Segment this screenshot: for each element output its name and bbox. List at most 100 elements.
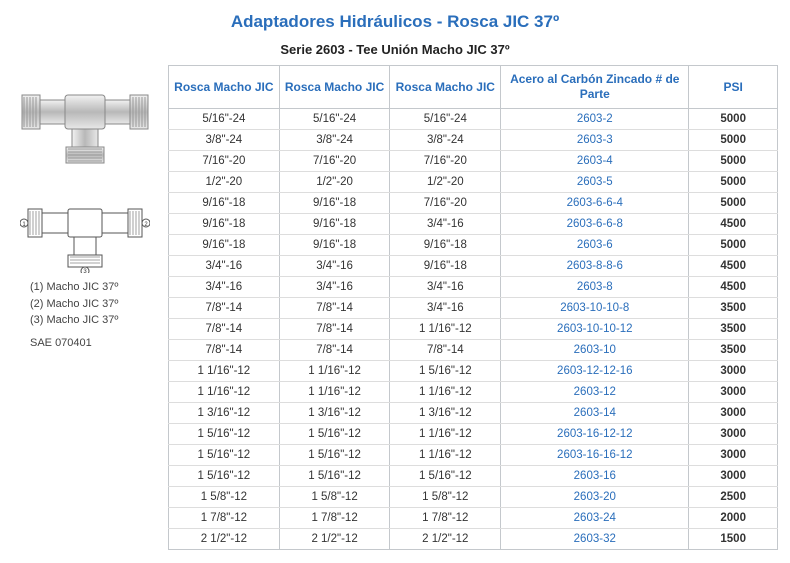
cell-thread: 1 5/8"-12 bbox=[279, 487, 390, 508]
cell-part: 2603-5 bbox=[501, 172, 689, 193]
page-subtitle: Serie 2603 - Tee Unión Macho JIC 37º bbox=[10, 42, 780, 57]
cell-part: 2603-16 bbox=[501, 466, 689, 487]
cell-part: 2603-24 bbox=[501, 508, 689, 529]
cell-thread: 3/4"-16 bbox=[169, 277, 280, 298]
cell-psi: 4500 bbox=[689, 214, 778, 235]
table-row: 1/2"-201/2"-201/2"-202603-55000 bbox=[169, 172, 778, 193]
cell-part: 2603-2 bbox=[501, 109, 689, 130]
table-row: 1 5/16"-121 5/16"-121 1/16"-122603-16-12… bbox=[169, 424, 778, 445]
cell-thread: 2 1/2"-12 bbox=[169, 529, 280, 550]
cell-thread: 3/4"-16 bbox=[390, 214, 501, 235]
cell-thread: 9/16"-18 bbox=[169, 193, 280, 214]
cell-psi: 2500 bbox=[689, 487, 778, 508]
cell-psi: 5000 bbox=[689, 193, 778, 214]
table-row: 1 1/16"-121 1/16"-121 1/16"-122603-12300… bbox=[169, 382, 778, 403]
table-row: 1 7/8"-121 7/8"-121 7/8"-122603-242000 bbox=[169, 508, 778, 529]
cell-psi: 5000 bbox=[689, 151, 778, 172]
cell-thread: 1 5/16"-12 bbox=[279, 445, 390, 466]
cell-thread: 9/16"-18 bbox=[279, 214, 390, 235]
cell-thread: 7/16"-20 bbox=[169, 151, 280, 172]
cell-thread: 7/16"-20 bbox=[390, 151, 501, 172]
cell-part: 2603-6-6-8 bbox=[501, 214, 689, 235]
cell-thread: 7/16"-20 bbox=[279, 151, 390, 172]
spec-table: Rosca Macho JIC Rosca Macho JIC Rosca Ma… bbox=[168, 65, 778, 550]
cell-thread: 1 5/16"-12 bbox=[169, 445, 280, 466]
cell-psi: 5000 bbox=[689, 109, 778, 130]
cell-thread: 1/2"-20 bbox=[169, 172, 280, 193]
cell-thread: 1 5/16"-12 bbox=[279, 466, 390, 487]
table-row: 3/4"-163/4"-169/16"-182603-8-8-64500 bbox=[169, 256, 778, 277]
fitting-diagram: 1 2 3 bbox=[20, 183, 150, 273]
cell-psi: 2000 bbox=[689, 508, 778, 529]
table-row: 1 3/16"-121 3/16"-121 3/16"-122603-14300… bbox=[169, 403, 778, 424]
cell-thread: 1 1/16"-12 bbox=[279, 361, 390, 382]
cell-psi: 3000 bbox=[689, 445, 778, 466]
cell-thread: 7/8"-14 bbox=[279, 340, 390, 361]
cell-thread: 9/16"-18 bbox=[169, 214, 280, 235]
cell-thread: 3/4"-16 bbox=[390, 277, 501, 298]
cell-thread: 7/8"-14 bbox=[279, 319, 390, 340]
cell-thread: 3/4"-16 bbox=[169, 256, 280, 277]
table-row: 5/16"-245/16"-245/16"-242603-25000 bbox=[169, 109, 778, 130]
table-row: 9/16"-189/16"-187/16"-202603-6-6-45000 bbox=[169, 193, 778, 214]
cell-thread: 1 1/16"-12 bbox=[169, 361, 280, 382]
cell-psi: 3000 bbox=[689, 466, 778, 487]
col-header: Rosca Macho JIC bbox=[169, 66, 280, 109]
cell-part: 2603-16-12-12 bbox=[501, 424, 689, 445]
table-row: 7/8"-147/8"-141 1/16"-122603-10-10-12350… bbox=[169, 319, 778, 340]
cell-psi: 3000 bbox=[689, 361, 778, 382]
table-row: 1 5/8"-121 5/8"-121 5/8"-122603-202500 bbox=[169, 487, 778, 508]
table-row: 1 5/16"-121 5/16"-121 1/16"-122603-16-16… bbox=[169, 445, 778, 466]
table-body: 5/16"-245/16"-245/16"-242603-250003/8"-2… bbox=[169, 109, 778, 550]
cell-thread: 1 1/16"-12 bbox=[390, 382, 501, 403]
cell-part: 2603-12 bbox=[501, 382, 689, 403]
cell-psi: 5000 bbox=[689, 172, 778, 193]
cell-part: 2603-10-10-12 bbox=[501, 319, 689, 340]
cell-thread: 1 1/16"-12 bbox=[169, 382, 280, 403]
table-row: 3/8"-243/8"-243/8"-242603-35000 bbox=[169, 130, 778, 151]
cell-thread: 1 1/16"-12 bbox=[279, 382, 390, 403]
table-row: 9/16"-189/16"-189/16"-182603-65000 bbox=[169, 235, 778, 256]
cell-thread: 7/8"-14 bbox=[279, 298, 390, 319]
cell-thread: 9/16"-18 bbox=[390, 235, 501, 256]
diagram-notes: (1) Macho JIC 37º (2) Macho JIC 37º (3) … bbox=[10, 279, 160, 329]
cell-part: 2603-20 bbox=[501, 487, 689, 508]
cell-thread: 3/4"-16 bbox=[279, 256, 390, 277]
cell-thread: 1 5/16"-12 bbox=[390, 466, 501, 487]
cell-thread: 1 7/8"-12 bbox=[390, 508, 501, 529]
diagram-note: (1) Macho JIC 37º bbox=[30, 279, 160, 296]
cell-thread: 1/2"-20 bbox=[390, 172, 501, 193]
cell-thread: 1 3/16"-12 bbox=[390, 403, 501, 424]
cell-thread: 9/16"-18 bbox=[279, 193, 390, 214]
fitting-photo bbox=[20, 65, 150, 165]
cell-thread: 3/4"-16 bbox=[279, 277, 390, 298]
cell-thread: 1 1/16"-12 bbox=[390, 319, 501, 340]
col-header: PSI bbox=[689, 66, 778, 109]
table-row: 3/4"-163/4"-163/4"-162603-84500 bbox=[169, 277, 778, 298]
cell-thread: 1 3/16"-12 bbox=[169, 403, 280, 424]
diagram-note: (3) Macho JIC 37º bbox=[30, 312, 160, 329]
page-title: Adaptadores Hidráulicos - Rosca JIC 37º bbox=[10, 12, 780, 32]
cell-thread: 7/8"-14 bbox=[169, 298, 280, 319]
table-row: 7/8"-147/8"-147/8"-142603-103500 bbox=[169, 340, 778, 361]
cell-part: 2603-32 bbox=[501, 529, 689, 550]
table-row: 7/8"-147/8"-143/4"-162603-10-10-83500 bbox=[169, 298, 778, 319]
col-header: Rosca Macho JIC bbox=[279, 66, 390, 109]
cell-part: 2603-3 bbox=[501, 130, 689, 151]
table-row: 7/16"-207/16"-207/16"-202603-45000 bbox=[169, 151, 778, 172]
diagram-note: (2) Macho JIC 37º bbox=[30, 296, 160, 313]
col-header: Acero al Carbón Zincado # de Parte bbox=[501, 66, 689, 109]
col-header: Rosca Macho JIC bbox=[390, 66, 501, 109]
cell-thread: 1 7/8"-12 bbox=[279, 508, 390, 529]
cell-part: 2603-16-16-12 bbox=[501, 445, 689, 466]
cell-thread: 3/8"-24 bbox=[169, 130, 280, 151]
cell-part: 2603-10 bbox=[501, 340, 689, 361]
table-header-row: Rosca Macho JIC Rosca Macho JIC Rosca Ma… bbox=[169, 66, 778, 109]
cell-thread: 9/16"-18 bbox=[279, 235, 390, 256]
side-panel: 1 2 3 (1) Macho JIC 37º (2) Macho JIC 37… bbox=[10, 65, 160, 349]
cell-thread: 5/16"-24 bbox=[390, 109, 501, 130]
cell-thread: 5/16"-24 bbox=[279, 109, 390, 130]
cell-psi: 3000 bbox=[689, 382, 778, 403]
cell-thread: 1 3/16"-12 bbox=[279, 403, 390, 424]
cell-thread: 1 5/8"-12 bbox=[169, 487, 280, 508]
